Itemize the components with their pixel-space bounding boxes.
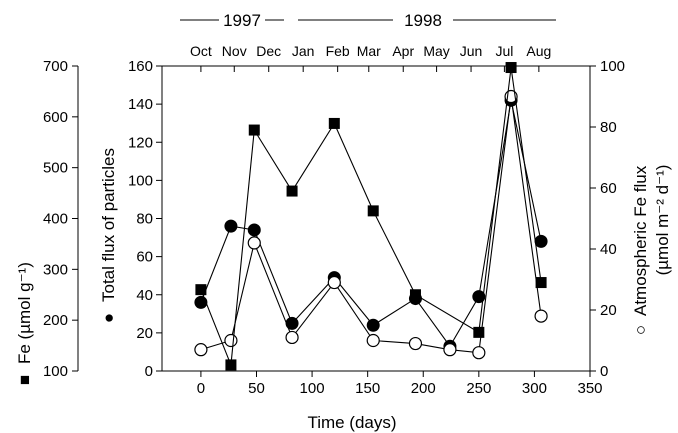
y-inner-tick-label: 60 bbox=[136, 249, 153, 266]
x-axis: 0 50 100 150 200 250 300 350 bbox=[197, 371, 603, 397]
fe-series-point bbox=[328, 117, 340, 129]
y-outer-tick-label: 700 bbox=[43, 58, 68, 75]
atm-fe-series-point bbox=[534, 309, 548, 323]
y-inner-title: ● Total flux of particles bbox=[99, 148, 118, 323]
fe-series-point bbox=[505, 62, 517, 74]
y-outer-tick-label: 300 bbox=[43, 261, 68, 278]
particles-series-line bbox=[200, 100, 542, 348]
month-label: Mar bbox=[357, 43, 381, 59]
y-right-tick-label: 0 bbox=[600, 363, 608, 380]
year-annotations: 1997 1998 bbox=[180, 11, 556, 30]
y-inner-tick-label: 100 bbox=[128, 172, 153, 189]
atm-fe-series-point bbox=[327, 275, 341, 290]
y-outer-tick-label: 500 bbox=[43, 160, 68, 177]
month-label: Jul bbox=[495, 43, 513, 59]
month-labels: Oct Nov Dec Jan Feb Mar Apr May Jun Jul Aug bbox=[190, 43, 551, 72]
atm-fe-series-point bbox=[472, 346, 486, 360]
atm-fe-series-point bbox=[194, 343, 208, 357]
y-outer-tick-label: 600 bbox=[43, 109, 68, 126]
x-tick-label: 0 bbox=[197, 380, 205, 397]
month-label: Oct bbox=[190, 43, 212, 59]
y-right-tick-label: 40 bbox=[600, 241, 617, 258]
y-inner-tick-label: 160 bbox=[128, 58, 153, 75]
y-right-label: Atmospheric Fe flux bbox=[631, 165, 650, 316]
y-axis-outer: 100 200 300 400 500 600 700 bbox=[43, 58, 79, 380]
year-1998-label: 1998 bbox=[404, 11, 442, 30]
y-inner-tick-label: 0 bbox=[145, 363, 153, 380]
y-outer-tick-label: 400 bbox=[43, 211, 68, 228]
fe-series-point bbox=[248, 124, 260, 136]
month-label: Feb bbox=[326, 43, 350, 59]
y-right-symbol: ○ bbox=[631, 325, 650, 335]
x-tick-label: 300 bbox=[522, 380, 547, 397]
y-inner-symbol: ● bbox=[99, 313, 118, 323]
y-outer-symbol: ■ bbox=[15, 375, 34, 385]
y-outer-tick-label: 200 bbox=[43, 312, 68, 329]
particles-series-point bbox=[247, 223, 261, 237]
atm-fe-series-point bbox=[408, 336, 423, 351]
y-inner-tick-label: 20 bbox=[136, 325, 153, 342]
atm-fe-series-point bbox=[285, 330, 299, 345]
y-right-title: ○ Atmospheric Fe flux (µmol m⁻² d⁻¹) bbox=[631, 165, 672, 336]
y-outer-label: Fe (µmol g⁻¹) bbox=[15, 262, 34, 364]
particles-series-point bbox=[472, 290, 486, 304]
month-label: Aug bbox=[526, 43, 551, 59]
x-tick-label: 200 bbox=[411, 380, 436, 397]
y-inner-tick-label: 40 bbox=[136, 287, 153, 304]
fe-series-point bbox=[535, 277, 547, 289]
y-inner-tick-label: 140 bbox=[128, 96, 153, 113]
y-outer-tick-label: 100 bbox=[43, 363, 68, 380]
particles-series-point bbox=[534, 234, 548, 248]
fe-series-point bbox=[195, 284, 207, 296]
y-right-tick-label: 100 bbox=[600, 58, 625, 75]
atm-fe-series-point bbox=[247, 236, 261, 250]
fe-series-point bbox=[473, 326, 485, 338]
x-tick-label: 100 bbox=[300, 380, 325, 397]
atm-fe-series-point bbox=[443, 343, 457, 357]
fe-series-point bbox=[367, 205, 379, 217]
y-right-label-units: (µmol m⁻² d⁻¹) bbox=[653, 165, 672, 276]
fe-series-point bbox=[286, 185, 298, 197]
y-axis-inner: 0 20 40 60 80 100 120 140 160 bbox=[128, 58, 162, 380]
x-axis-label: Time (days) bbox=[307, 413, 396, 432]
x-tick-label: 50 bbox=[248, 380, 265, 397]
plot-series bbox=[194, 62, 548, 371]
month-label: May bbox=[423, 43, 449, 59]
month-label: Jun bbox=[460, 43, 483, 59]
atm-fe-series-point bbox=[224, 333, 238, 348]
x-tick-label: 350 bbox=[577, 380, 602, 397]
y-axis-right: 0 20 40 60 80 100 bbox=[590, 58, 625, 380]
fe-series-point bbox=[225, 359, 237, 371]
month-label: Dec bbox=[256, 43, 281, 59]
particles-series-point bbox=[366, 318, 380, 332]
x-tick-label: 250 bbox=[466, 380, 491, 397]
x-tick-label: 150 bbox=[355, 380, 380, 397]
y-inner-label: Total flux of particles bbox=[99, 148, 118, 302]
fe-series-line bbox=[200, 67, 542, 366]
atm-fe-series-point bbox=[366, 333, 380, 348]
month-label: Nov bbox=[222, 43, 247, 59]
year-1997-label: 1997 bbox=[223, 11, 261, 30]
month-label: Jan bbox=[292, 43, 315, 59]
month-label: Apr bbox=[392, 43, 414, 59]
particles-series-point bbox=[285, 316, 299, 330]
y-inner-tick-label: 120 bbox=[128, 134, 153, 151]
y-right-tick-label: 60 bbox=[600, 180, 617, 197]
fe-series-point bbox=[409, 289, 421, 301]
y-right-tick-label: 80 bbox=[600, 119, 617, 136]
y-right-tick-label: 20 bbox=[600, 302, 617, 319]
particles-series-point bbox=[224, 219, 238, 233]
y-outer-title: ■ Fe (µmol g⁻¹) bbox=[15, 262, 34, 385]
y-inner-tick-label: 80 bbox=[136, 211, 153, 228]
